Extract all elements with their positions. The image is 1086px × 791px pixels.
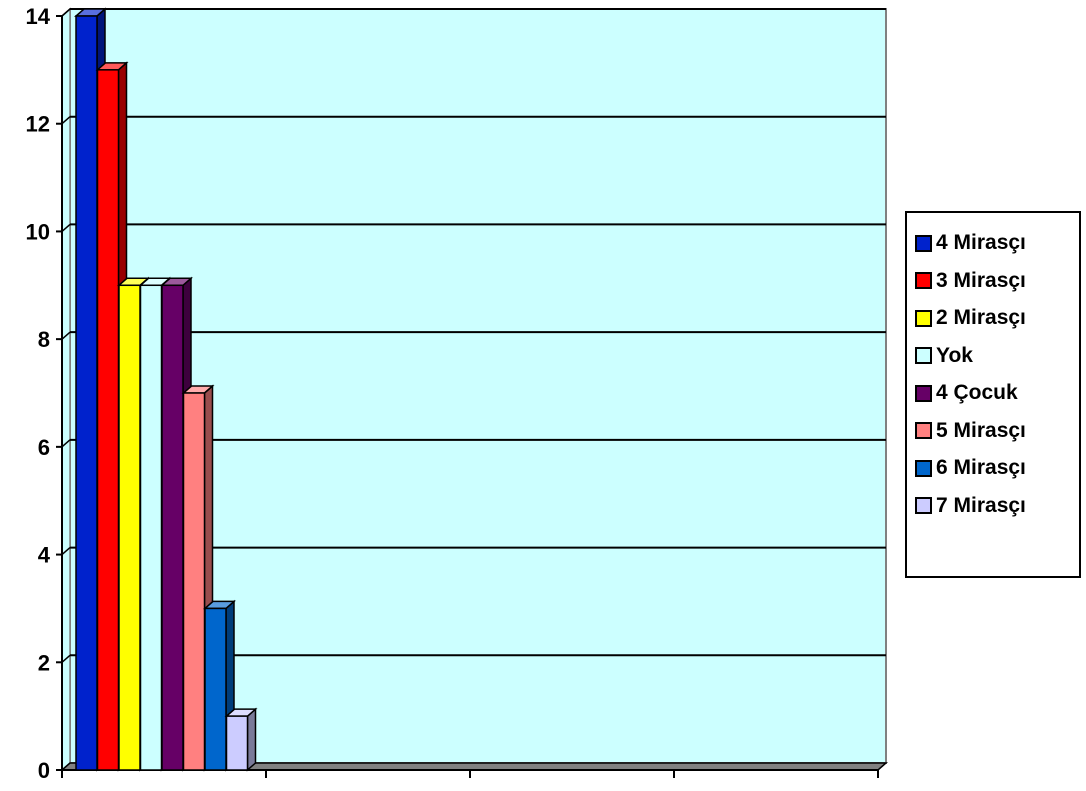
bar [204,607,227,771]
legend-item: 5 Mirasçı [915,416,1026,446]
y-tick-label: 10 [26,219,50,244]
gridline-side [61,331,71,340]
legend-item: 7 Mirasçı [915,491,1026,521]
legend-item: 6 Mirasçı [915,453,1026,483]
y-tick-label: 6 [38,435,50,460]
legend-swatch [915,234,932,252]
legend-item: 3 Mirasçı [915,266,1026,296]
legend-item: 2 Mirasçı [915,303,1026,333]
legend-label: 4 Mirasçı [936,231,1026,254]
legend-swatch [915,272,932,289]
gridline-side [61,223,71,232]
gridline-side [61,116,71,125]
bar [161,284,184,771]
y-tick-label: 14 [26,4,51,29]
legend-label: 4 Çocuk [936,381,1018,404]
gridline-side [61,8,71,17]
legend-label: 5 Mirasçı [936,418,1026,442]
legend-swatch [915,422,932,439]
legend-swatch [915,347,932,364]
legend-swatch [915,497,932,514]
bar [96,69,120,771]
bar-side [246,707,257,772]
bar [225,715,249,771]
gridline-side [61,547,71,556]
bar [118,284,141,771]
legend-item: Yok [915,341,973,371]
bar [139,284,163,771]
legend-swatch [915,459,932,477]
y-tick-label: 0 [38,758,50,783]
legend-label: 2 Mirasçı [936,306,1026,329]
bar [75,15,98,771]
gridline-side [61,439,71,448]
legend-swatch [915,384,932,402]
y-tick-label: 4 [38,543,51,568]
gridline-side [61,654,71,663]
legend-label: 7 Mirasçı [936,493,1026,517]
y-tick-label: 2 [38,650,50,675]
legend-item: 4 Çocuk [915,378,1018,408]
legend-label: 3 Mirasçı [936,268,1026,292]
legend-swatch [915,309,932,327]
y-tick-label: 8 [38,327,50,352]
y-tick-label: 12 [26,112,50,137]
legend-label: Yok [936,343,973,367]
legend: 4 Mirasçı 3 Mirasçı 2 Mirasçı Yok 4 Çocuk 5 M… [905,211,1081,578]
bar [182,392,206,771]
legend-label: 6 Mirasçı [936,456,1026,479]
legend-item: 4 Mirasçı [915,228,1026,258]
